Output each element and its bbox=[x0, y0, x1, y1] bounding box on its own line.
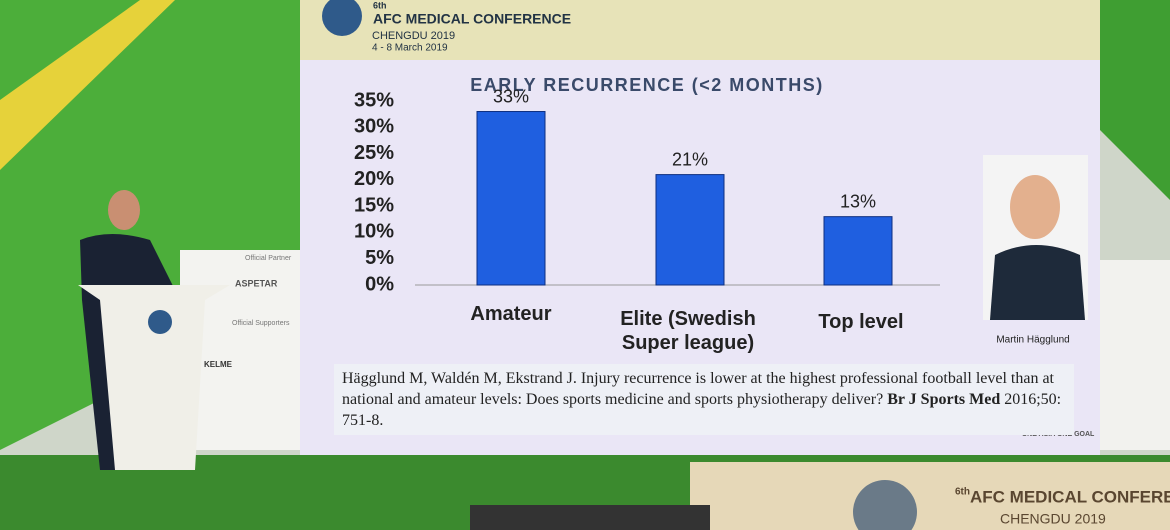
x-tick-label: Top level bbox=[818, 311, 904, 333]
header-title: AFC MEDICAL CONFERENCE bbox=[373, 11, 571, 27]
bar bbox=[476, 111, 546, 286]
citation-text: Hägglund M, Waldén M, Ekstrand J. Injury… bbox=[342, 370, 1054, 408]
partner-label: Official Partner bbox=[245, 255, 292, 262]
podium-logo bbox=[148, 310, 172, 334]
chart-title: EARLY RECURRENCE (<2 MONTHS) bbox=[470, 75, 824, 95]
y-tick-label: 35% bbox=[354, 89, 394, 111]
value-label: 33% bbox=[493, 86, 529, 106]
bar bbox=[655, 174, 725, 286]
speaker-head bbox=[108, 190, 140, 230]
podium bbox=[78, 285, 230, 470]
supporters-label: Official Supporters bbox=[232, 320, 290, 327]
value-label: 21% bbox=[672, 149, 708, 169]
citation-details: 2016;50: 751-8. bbox=[342, 391, 1062, 429]
stage-stripe bbox=[0, 0, 175, 170]
y-tick-label: 0% bbox=[365, 273, 394, 295]
y-tick-label: 10% bbox=[354, 221, 394, 243]
y-tick-label: 15% bbox=[354, 194, 394, 216]
x-tick-label: Elite (Swedish Super league) bbox=[620, 308, 756, 354]
portrait-head bbox=[1010, 175, 1060, 239]
header-city: CHENGDU 2019 bbox=[372, 30, 455, 42]
aspetar-label: ASPETAR bbox=[235, 278, 278, 288]
stage-step bbox=[470, 505, 710, 530]
header-dates: 4 - 8 March 2019 bbox=[372, 43, 448, 54]
citation-journal: Br J Sports Med bbox=[887, 391, 1001, 408]
stage-logo bbox=[853, 480, 917, 530]
stage-title: AFC MEDICAL CONFERENCE bbox=[970, 487, 1170, 506]
value-label: 13% bbox=[840, 191, 876, 211]
portrait-suit bbox=[990, 245, 1085, 320]
y-tick-label: 5% bbox=[365, 247, 394, 269]
slide-banner bbox=[300, 0, 1100, 60]
bar bbox=[823, 216, 893, 286]
stage-edition: 6th bbox=[955, 487, 970, 498]
y-tick-label: 20% bbox=[354, 168, 394, 190]
y-tick-label: 25% bbox=[354, 142, 394, 164]
photo-caption: Martin Hägglund bbox=[996, 335, 1069, 346]
stage-banner bbox=[690, 462, 1170, 530]
y-tick-label: 30% bbox=[354, 116, 394, 138]
citation: Hägglund M, Waldén M, Ekstrand J. Injury… bbox=[334, 364, 1074, 435]
conference-logo bbox=[322, 0, 362, 36]
stage-city: CHENGDU 2019 bbox=[1000, 511, 1106, 527]
kelme-label: KELME bbox=[204, 360, 233, 369]
x-tick-label: Amateur bbox=[470, 303, 552, 325]
stage-green-right bbox=[1090, 0, 1170, 200]
side-panel-right bbox=[1100, 260, 1170, 450]
header-edition: 6th bbox=[373, 0, 387, 10]
